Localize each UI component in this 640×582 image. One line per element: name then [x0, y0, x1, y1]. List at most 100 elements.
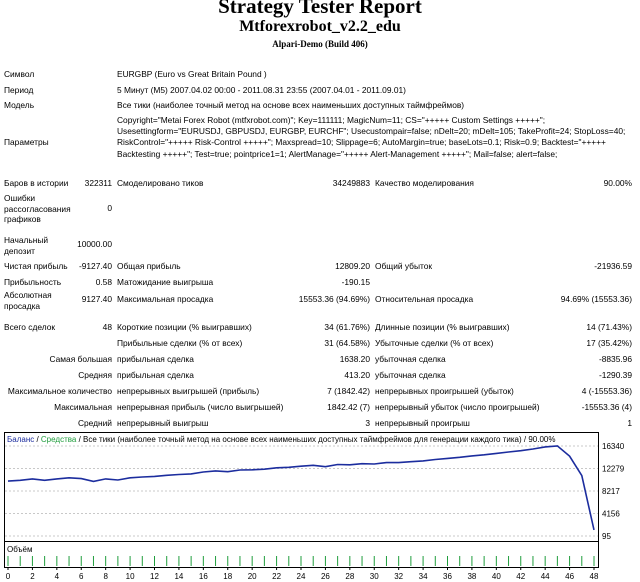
x-tick-label: 10 — [126, 572, 135, 581]
largest-label: Самая большая — [49, 354, 112, 364]
x-tick-label: 40 — [492, 572, 501, 581]
y-tick-label: 95 — [602, 532, 611, 541]
server-name: Alpari-Demo (Build 406) — [272, 39, 368, 49]
grossprofit-value: 12809.20 — [335, 261, 370, 271]
x-tick-label: 30 — [370, 572, 379, 581]
quality-value: 90.00% — [603, 178, 632, 188]
model-label: Модель — [4, 100, 35, 110]
x-tick-label: 4 — [55, 572, 60, 581]
avgcons-losses-value: 1 — [627, 418, 632, 428]
maxcons-loss-label: непрерывный убыток (число проигрышей) — [375, 402, 540, 412]
x-tick-label: 36 — [443, 572, 452, 581]
expected-label: Матожидание выигрыша — [117, 277, 214, 287]
x-tick-label: 44 — [541, 572, 550, 581]
x-tick-label: 22 — [272, 572, 281, 581]
pf-value: 0.58 — [95, 277, 112, 287]
x-tick-label: 24 — [297, 572, 306, 581]
ticks-label: Смоделировано тиков — [117, 178, 204, 188]
y-tick-label: 12279 — [602, 464, 625, 473]
model-value: Все тики (наиболее точный метод на основ… — [117, 100, 465, 110]
average-profit-label: прибыльная сделка — [117, 370, 194, 380]
x-tick-label: 34 — [419, 572, 428, 581]
x-tick-label: 48 — [590, 572, 599, 581]
short-value: 34 (61.76%) — [324, 322, 370, 332]
legend-equity: Средства — [41, 435, 77, 444]
y-tick-label: 8217 — [602, 487, 620, 496]
average-label: Средняя — [78, 370, 112, 380]
maxcons-wins-value: 7 (1842.42) — [327, 386, 370, 396]
profit-trades-value: 31 (64.58%) — [324, 338, 370, 348]
x-tick-label: 18 — [223, 572, 232, 581]
largest-profit-label: прибыльная сделка — [117, 354, 194, 364]
deposit-label: Начальный депозит — [4, 235, 49, 256]
params-label: Параметры — [4, 137, 49, 147]
grossprofit-label: Общая прибыль — [117, 261, 181, 271]
pf-label: Прибыльность — [4, 277, 62, 287]
average-loss-value: -1290.39 — [598, 370, 632, 380]
largest-loss-label: убыточная сделка — [375, 354, 446, 364]
largest-loss-value: -8835.96 — [598, 354, 632, 364]
x-tick-label: 26 — [321, 572, 330, 581]
profit-trades-label: Прибыльные сделки (% от всех) — [117, 338, 243, 348]
y-axis-ticks: 16340 12279 8217 4156 95 — [602, 442, 625, 541]
short-label: Короткие позиции (% выигравших) — [117, 322, 252, 332]
x-tick-label: 8 — [103, 572, 108, 581]
netprofit-label: Чистая прибыль — [4, 261, 68, 271]
maxcons-profit-label: непрерывная прибыль (число выигрышей) — [117, 402, 284, 412]
netprofit-value: -9127.40 — [78, 261, 112, 271]
absdd-label: Абсолютная просадка — [4, 290, 52, 311]
chart-grid — [5, 445, 598, 537]
maxcons-loss-value: -15553.36 (4) — [581, 402, 632, 412]
average-profit-value: 413.20 — [344, 370, 370, 380]
legend-description: / Все тики (наиболее точный метод на осн… — [76, 435, 555, 444]
quality-label: Качество моделирования — [375, 178, 474, 188]
trades-value: 48 — [102, 322, 112, 332]
legend-separator: / — [34, 435, 41, 444]
x-tick-label: 42 — [516, 572, 525, 581]
chart-plot-frame — [4, 432, 599, 542]
absdd-value: 9127.40 — [81, 294, 112, 304]
bars-value: 322311 — [84, 178, 112, 188]
balance-series-line — [7, 445, 595, 531]
x-tick-label: 20 — [248, 572, 257, 581]
chart-legend: Баланс / Средства / Все тики (наиболее т… — [7, 435, 555, 444]
bars-label: Баров в истории — [4, 178, 69, 188]
period-value: 5 Минут (M5) 2007.04.02 00:00 - 2011.08.… — [117, 85, 406, 95]
legend-balance: Баланс — [7, 435, 34, 444]
ticks-value: 34249883 — [332, 178, 370, 188]
largest-profit-value: 1638.20 — [339, 354, 370, 364]
x-tick-label: 16 — [199, 572, 208, 581]
symbol-value: EURGBP (Euro vs Great Britain Pound ) — [117, 69, 267, 79]
avgcons-losses-label: непрерывный проигрыш — [375, 418, 470, 428]
report-title: Strategy Tester Report — [218, 0, 422, 18]
reldd-value: 94.69% (15553.36) — [560, 294, 632, 304]
loss-trades-value: 17 (35.42%) — [586, 338, 632, 348]
maxdd-label: Максимальная просадка — [117, 294, 214, 304]
errors-value: 0 — [107, 203, 112, 213]
maximal-label: Максимальная — [54, 402, 112, 412]
x-tick-label: 46 — [565, 572, 574, 581]
balance-chart: Баланс / Средства / Все тики (наиболее т… — [4, 432, 625, 581]
maxcons-profit-value: 1842.42 (7) — [327, 402, 370, 412]
x-tick-label: 14 — [174, 572, 183, 581]
symbol-label: Символ — [4, 69, 35, 79]
volume-bars — [7, 556, 595, 566]
loss-trades-label: Убыточные сделки (% от всех) — [375, 338, 494, 348]
period-label: Период — [4, 85, 34, 95]
x-tick-label: 0 — [6, 572, 11, 581]
reldd-label: Относительная просадка — [375, 294, 474, 304]
avgcons-wins-value: 3 — [365, 418, 370, 428]
grossloss-value: -21936.59 — [594, 261, 632, 271]
x-tick-label: 12 — [150, 572, 159, 581]
maxdd-value: 15553.36 (94.69%) — [298, 294, 370, 304]
avgcons-wins-label: непрерывный выигрыш — [117, 418, 209, 428]
maxcount-label: Максимальное количество — [7, 386, 112, 396]
maxcons-losses-value: 4 (-15553.36) — [581, 386, 632, 396]
x-tick-label: 38 — [467, 572, 476, 581]
x-tick-label: 28 — [345, 572, 354, 581]
y-tick-label: 4156 — [602, 510, 620, 519]
maxcons-losses-label: непрерывных проигрышей (убыток) — [375, 386, 514, 396]
x-tick-label: 32 — [394, 572, 403, 581]
params-value: Copyright="Metai Forex Robot (mtfxrobot.… — [117, 115, 626, 159]
x-tick-label: 6 — [79, 572, 84, 581]
